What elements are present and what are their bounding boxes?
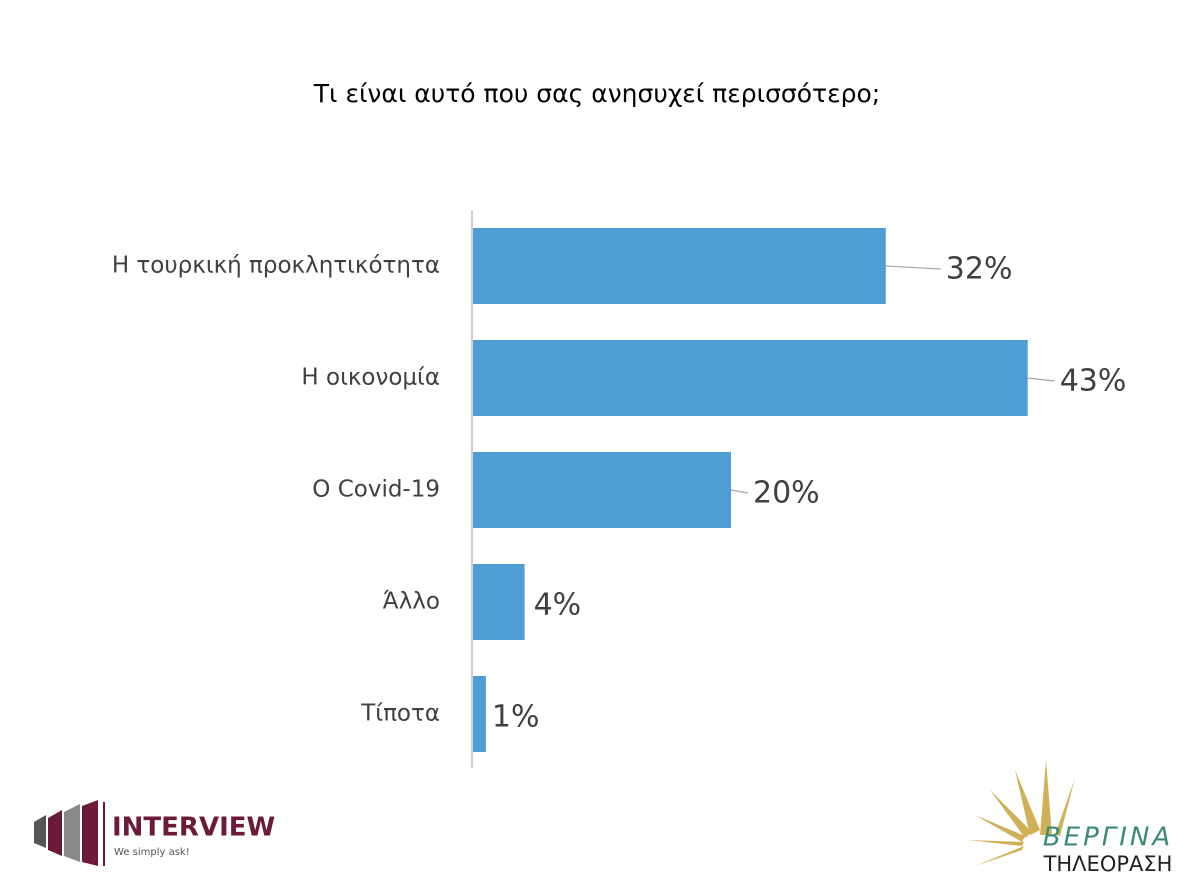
- logo-name: INTERVIEW: [112, 813, 275, 843]
- value-label: 1%: [492, 700, 540, 735]
- bar: [473, 452, 731, 528]
- logo-subtitle: ΤΗΛΕΟΡΑΣΗ: [1043, 852, 1173, 876]
- value-label: 20%: [753, 476, 820, 511]
- logo-bar: [34, 815, 46, 848]
- logo-ray: [1015, 770, 1040, 835]
- logo-bar: [82, 800, 98, 866]
- leader-line: [885, 265, 941, 270]
- logo-ray: [990, 790, 1032, 838]
- value-label: 32%: [946, 252, 1013, 287]
- bar: [473, 340, 1028, 416]
- category-label: Άλλο: [383, 589, 440, 615]
- category-label: Τίποτα: [360, 701, 440, 727]
- logo-name: ΒΕΡΓΙΝΑ: [1043, 823, 1173, 853]
- value-label: 43%: [1060, 364, 1127, 399]
- logo-ray: [1040, 760, 1052, 835]
- bar: [473, 564, 525, 640]
- logo-bar: [64, 804, 80, 862]
- leader-line: [1027, 377, 1055, 382]
- logo-ray: [975, 846, 1024, 866]
- logo-ray: [975, 815, 1025, 842]
- value-label: 4%: [534, 588, 582, 623]
- category-label: Η οικονομία: [301, 365, 440, 391]
- leader-line: [730, 489, 749, 494]
- interview-logo: INTERVIEW We simply ask!: [34, 800, 275, 866]
- category-label: Ο Covid-19: [312, 477, 440, 503]
- logo-ray: [968, 840, 1024, 846]
- logo-bar: [48, 810, 62, 856]
- bar: [473, 676, 486, 752]
- chart-title: Τι είναι αυτό που σας ανησυχεί περισσότε…: [313, 79, 880, 108]
- bar: [473, 228, 886, 304]
- category-label: Η τουρκική προκλητικότητα: [112, 253, 440, 279]
- logo-ray: [1055, 778, 1075, 836]
- logo-tagline: We simply ask!: [114, 847, 190, 858]
- vergina-logo: ΒΕΡΓΙΝΑ ΤΗΛΕΟΡΑΣΗ: [968, 760, 1173, 876]
